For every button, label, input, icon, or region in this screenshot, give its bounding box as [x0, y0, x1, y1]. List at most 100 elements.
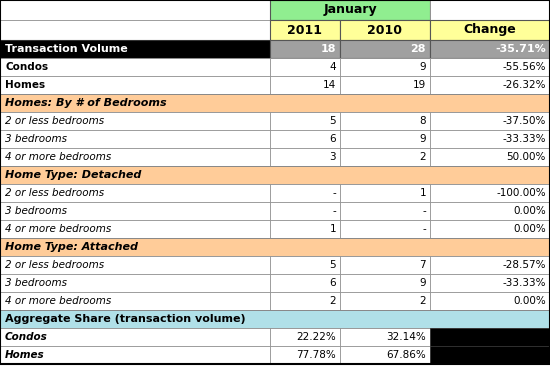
Text: Transaction Volume: Transaction Volume — [5, 44, 128, 54]
Bar — [340, 220, 430, 238]
Text: 22.22%: 22.22% — [296, 332, 336, 342]
Bar — [0, 220, 270, 238]
Bar — [0, 112, 270, 130]
Bar — [270, 274, 340, 292]
Bar — [0, 94, 550, 112]
Bar — [0, 292, 270, 310]
Bar — [270, 184, 340, 202]
Bar — [0, 238, 550, 256]
Bar — [340, 202, 430, 220]
Text: Home Type: Attached: Home Type: Attached — [5, 242, 138, 252]
Bar — [430, 292, 550, 310]
Text: 9: 9 — [419, 134, 426, 144]
Bar — [0, 328, 270, 346]
Bar — [0, 130, 270, 148]
Text: Aggregate Share (transaction volume): Aggregate Share (transaction volume) — [5, 314, 246, 324]
Bar — [340, 148, 430, 166]
Bar — [340, 40, 430, 58]
Bar — [430, 0, 550, 20]
Bar — [340, 292, 430, 310]
Text: -: - — [422, 224, 426, 234]
Bar — [430, 346, 550, 364]
Text: Condos: Condos — [5, 332, 48, 342]
Bar — [430, 184, 550, 202]
Text: -: - — [332, 206, 336, 216]
Text: 6: 6 — [329, 278, 336, 288]
Text: 4 or more bedrooms: 4 or more bedrooms — [5, 296, 111, 306]
Bar — [340, 346, 430, 364]
Text: -: - — [422, 206, 426, 216]
Text: 5: 5 — [329, 116, 336, 126]
Text: 0.00%: 0.00% — [513, 224, 546, 234]
Text: -55.56%: -55.56% — [503, 62, 546, 72]
Text: 2: 2 — [419, 152, 426, 162]
Bar — [0, 202, 270, 220]
Bar — [340, 256, 430, 274]
Text: 2011: 2011 — [288, 23, 322, 36]
Text: Condos: Condos — [5, 62, 48, 72]
Text: 0.00%: 0.00% — [513, 206, 546, 216]
Text: -100.00%: -100.00% — [496, 188, 546, 198]
Text: 4 or more bedrooms: 4 or more bedrooms — [5, 152, 111, 162]
Bar — [270, 112, 340, 130]
Bar — [340, 130, 430, 148]
Text: -33.33%: -33.33% — [503, 278, 546, 288]
Bar — [0, 76, 270, 94]
Bar — [0, 40, 270, 58]
Text: 19: 19 — [412, 80, 426, 90]
Text: 9: 9 — [419, 62, 426, 72]
Text: 14: 14 — [323, 80, 336, 90]
Text: 18: 18 — [321, 44, 336, 54]
Bar — [270, 58, 340, 76]
Text: 77.78%: 77.78% — [296, 350, 336, 360]
Bar — [0, 256, 270, 274]
Text: Homes: Homes — [5, 350, 45, 360]
Bar — [270, 202, 340, 220]
Bar — [430, 20, 550, 40]
Bar — [340, 274, 430, 292]
Bar — [430, 202, 550, 220]
Text: 32.14%: 32.14% — [386, 332, 426, 342]
Text: Homes: Homes — [5, 80, 45, 90]
Bar — [430, 328, 550, 346]
Bar — [270, 328, 340, 346]
Bar — [430, 220, 550, 238]
Text: 2 or less bedrooms: 2 or less bedrooms — [5, 188, 104, 198]
Bar — [270, 256, 340, 274]
Bar — [340, 76, 430, 94]
Bar — [270, 20, 340, 40]
Bar — [270, 40, 340, 58]
Bar — [430, 76, 550, 94]
Bar — [430, 274, 550, 292]
Bar — [430, 130, 550, 148]
Text: Change: Change — [464, 23, 516, 36]
Text: 28: 28 — [410, 44, 426, 54]
Text: 67.86%: 67.86% — [386, 350, 426, 360]
Bar — [340, 20, 430, 40]
Text: 4: 4 — [329, 62, 336, 72]
Text: 1: 1 — [329, 224, 336, 234]
Bar — [430, 112, 550, 130]
Bar — [0, 148, 270, 166]
Bar — [270, 0, 430, 20]
Text: 3 bedrooms: 3 bedrooms — [5, 278, 67, 288]
Bar — [0, 274, 270, 292]
Bar — [430, 58, 550, 76]
Text: Home Type: Detached: Home Type: Detached — [5, 170, 141, 180]
Bar — [0, 20, 270, 40]
Text: 2 or less bedrooms: 2 or less bedrooms — [5, 116, 104, 126]
Text: 3 bedrooms: 3 bedrooms — [5, 134, 67, 144]
Bar — [340, 184, 430, 202]
Text: 2010: 2010 — [367, 23, 403, 36]
Text: -33.33%: -33.33% — [503, 134, 546, 144]
Text: 6: 6 — [329, 134, 336, 144]
Bar — [270, 76, 340, 94]
Text: 3 bedrooms: 3 bedrooms — [5, 206, 67, 216]
Text: 9: 9 — [419, 278, 426, 288]
Text: 2: 2 — [329, 296, 336, 306]
Bar — [430, 256, 550, 274]
Text: -37.50%: -37.50% — [503, 116, 546, 126]
Bar — [340, 328, 430, 346]
Bar — [270, 148, 340, 166]
Text: -: - — [332, 188, 336, 198]
